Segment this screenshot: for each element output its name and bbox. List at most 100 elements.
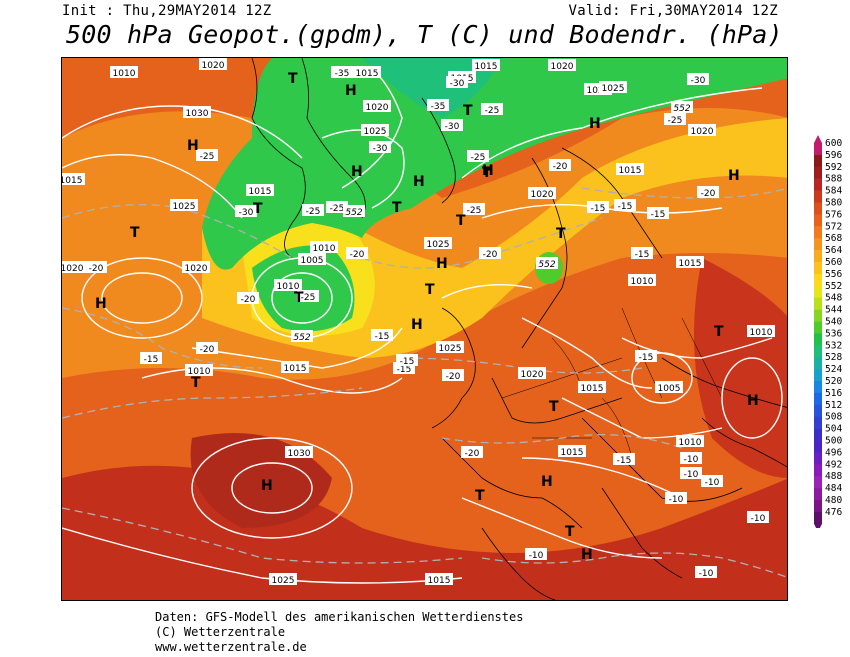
low-pressure-symbol: T xyxy=(288,71,298,87)
colorbar-level-label: 484 xyxy=(825,483,842,494)
svg-text:-15: -15 xyxy=(639,353,654,363)
pressure-label: 1025 xyxy=(424,237,452,250)
colorbar-swatch xyxy=(814,488,822,501)
pressure-label: 1015 xyxy=(425,573,453,586)
colorbar-swatch xyxy=(814,178,822,191)
svg-text:-10: -10 xyxy=(529,551,544,561)
svg-text:552: 552 xyxy=(673,104,690,114)
pressure-label: 1010 xyxy=(628,274,656,287)
colorbar-level-label: 536 xyxy=(825,328,842,339)
svg-text:1015: 1015 xyxy=(284,364,307,374)
temp-label: -20 xyxy=(461,446,483,459)
colorbar-swatch xyxy=(814,440,822,453)
colorbar-swatch xyxy=(814,511,822,525)
pressure-label: 1015 xyxy=(558,445,586,458)
temp-label: -20 xyxy=(697,186,719,199)
temp-label: -30 xyxy=(235,205,257,218)
svg-text:1020: 1020 xyxy=(185,264,208,274)
svg-text:-25: -25 xyxy=(200,152,215,162)
colorbar-level-label: 480 xyxy=(825,495,842,506)
colorbar-level-label: 592 xyxy=(825,162,842,173)
temp-label: -10 xyxy=(747,511,769,524)
svg-text:1030: 1030 xyxy=(186,109,209,119)
pressure-label: 1015 xyxy=(578,381,606,394)
coastlines xyxy=(251,58,787,600)
svg-text:-15: -15 xyxy=(400,357,415,367)
low-pressure-symbol: T xyxy=(565,524,575,540)
init-time: Init : Thu,29MAY2014 12Z xyxy=(62,3,272,19)
svg-text:1010: 1010 xyxy=(313,244,336,254)
svg-text:-10: -10 xyxy=(699,569,714,579)
colorbar-level-label: 548 xyxy=(825,293,842,304)
svg-text:-25: -25 xyxy=(485,106,500,116)
copyright-line: (C) Wetterzentrale xyxy=(155,625,286,639)
svg-text:1010: 1010 xyxy=(631,277,654,287)
high-pressure-symbol: H xyxy=(95,296,107,312)
temp-label: -15 xyxy=(647,207,669,220)
pressure-label: 1020 xyxy=(518,367,546,380)
svg-text:-30: -30 xyxy=(450,79,465,89)
svg-text:-25: -25 xyxy=(471,153,486,163)
colorbar-swatch xyxy=(814,357,822,370)
colorbar-swatch xyxy=(814,250,822,263)
temp-label: -15 xyxy=(613,453,635,466)
pressure-label: 1025 xyxy=(436,341,464,354)
temp-label: -20 xyxy=(479,247,501,260)
geopotential-label: 552 xyxy=(671,101,693,114)
pressure-label: 1015 xyxy=(353,66,381,79)
low-pressure-symbol: T xyxy=(549,399,559,415)
colorbar-swatch xyxy=(814,273,822,287)
svg-text:-30: -30 xyxy=(691,76,706,86)
pressure-label: 1020 xyxy=(548,59,576,72)
high-pressure-symbol: H xyxy=(581,547,593,563)
svg-text:-15: -15 xyxy=(651,210,666,220)
high-pressure-symbol: H xyxy=(482,163,494,179)
temp-label: -25 xyxy=(463,203,485,216)
temp-label: -10 xyxy=(680,452,702,465)
pressure-label: 1015 xyxy=(281,361,309,374)
svg-text:1020: 1020 xyxy=(691,127,714,137)
svg-text:-20: -20 xyxy=(701,189,716,199)
colorbar-swatch xyxy=(814,416,822,429)
temp-label: -30 xyxy=(369,141,391,154)
pressure-label: 1015 xyxy=(246,184,274,197)
low-pressure-symbol: T xyxy=(130,225,140,241)
svg-text:1015: 1015 xyxy=(249,187,272,197)
svg-text:1015: 1015 xyxy=(679,259,702,269)
svg-text:-10: -10 xyxy=(669,495,684,505)
temp-label: -15 xyxy=(587,201,609,214)
svg-text:1015: 1015 xyxy=(619,166,642,176)
temp-label: -25 xyxy=(481,103,503,116)
svg-text:1020: 1020 xyxy=(551,62,574,72)
svg-text:-25: -25 xyxy=(330,204,345,214)
colorbar-swatch xyxy=(814,500,822,513)
svg-text:552: 552 xyxy=(293,333,310,343)
temp-label: -35 xyxy=(331,66,353,79)
svg-text:1025: 1025 xyxy=(272,576,295,586)
svg-text:1020: 1020 xyxy=(62,264,84,274)
temp-label: -20 xyxy=(196,342,218,355)
colorbar-level-label: 544 xyxy=(825,305,842,316)
svg-text:1010: 1010 xyxy=(277,282,300,292)
colorbar-level-label: 516 xyxy=(825,388,842,399)
high-pressure-symbol: H xyxy=(589,116,601,132)
svg-text:-10: -10 xyxy=(751,514,766,524)
svg-text:-25: -25 xyxy=(306,207,321,217)
colorbar-swatch xyxy=(814,166,822,179)
colorbar-level-label: 492 xyxy=(825,459,842,470)
colorbar-level-label: 504 xyxy=(825,424,842,435)
colorbar-level-label: 540 xyxy=(825,317,842,328)
temp-label: -20 xyxy=(85,261,107,274)
svg-text:-15: -15 xyxy=(618,202,633,212)
high-pressure-symbol: H xyxy=(345,83,357,99)
svg-text:1015: 1015 xyxy=(475,62,498,72)
svg-text:1025: 1025 xyxy=(173,202,196,212)
high-pressure-symbol: H xyxy=(413,174,425,190)
low-pressure-symbols: T T T T T T T T T T T T T T T xyxy=(130,71,724,540)
temp-label: -25 xyxy=(302,204,324,217)
colorbar-level-label: 528 xyxy=(825,352,842,363)
svg-text:1020: 1020 xyxy=(366,103,389,113)
colorbar-swatch xyxy=(814,238,822,251)
low-pressure-symbol: T xyxy=(482,165,492,181)
low-pressure-symbol: T xyxy=(191,375,201,391)
